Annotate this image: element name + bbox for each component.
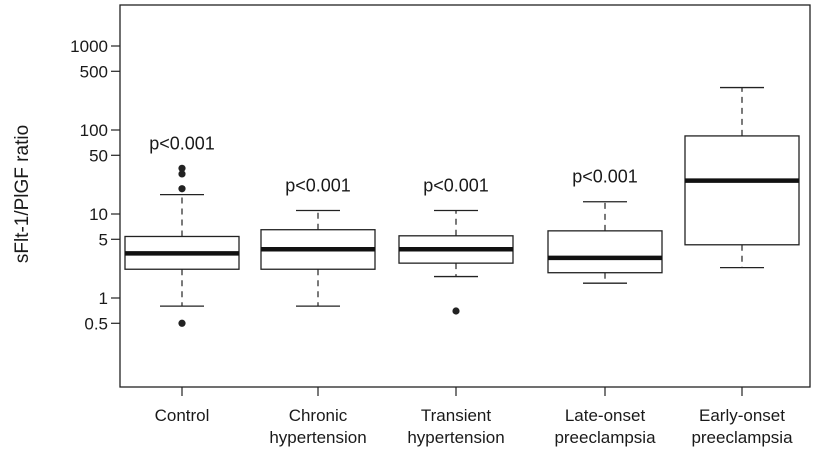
- outlier-point: [178, 170, 186, 178]
- x-tick-label: hypertension: [269, 428, 366, 447]
- outlier-point: [178, 185, 186, 193]
- y-axis-label: sFlt-1/PlGF ratio: [12, 125, 33, 263]
- y-tick-label: 500: [80, 62, 108, 81]
- x-tick-label: Early-onset: [699, 406, 785, 425]
- outlier-point: [178, 319, 186, 327]
- x-tick-label: hypertension: [407, 428, 504, 447]
- x-tick-label: preeclampsia: [554, 428, 656, 447]
- x-tick-label: preeclampsia: [691, 428, 793, 447]
- plot-frame: [119, 4, 811, 388]
- y-tick-label: 5: [99, 230, 108, 249]
- outlier-point: [452, 307, 460, 315]
- iqr-box: [684, 135, 800, 246]
- x-tick-label: Transient: [421, 406, 492, 425]
- y-tick-label: 1000: [70, 37, 108, 56]
- y-tick-label: 10: [89, 205, 108, 224]
- p-value-annotation: p<0.001: [423, 176, 489, 196]
- p-value-annotation: p<0.001: [572, 167, 638, 187]
- p-value-annotation: p<0.001: [149, 133, 215, 153]
- y-tick-label: 100: [80, 121, 108, 140]
- y-tick-label: 1: [99, 289, 108, 308]
- x-tick-label: Late-onset: [565, 406, 646, 425]
- x-tick-label: Chronic: [289, 406, 348, 425]
- y-tick-label: 0.5: [84, 314, 108, 333]
- outlier-point: [178, 164, 186, 172]
- y-tick-label: 50: [89, 146, 108, 165]
- x-tick-label: Control: [155, 406, 210, 425]
- iqr-box: [547, 230, 663, 274]
- p-value-annotation: p<0.001: [285, 176, 351, 196]
